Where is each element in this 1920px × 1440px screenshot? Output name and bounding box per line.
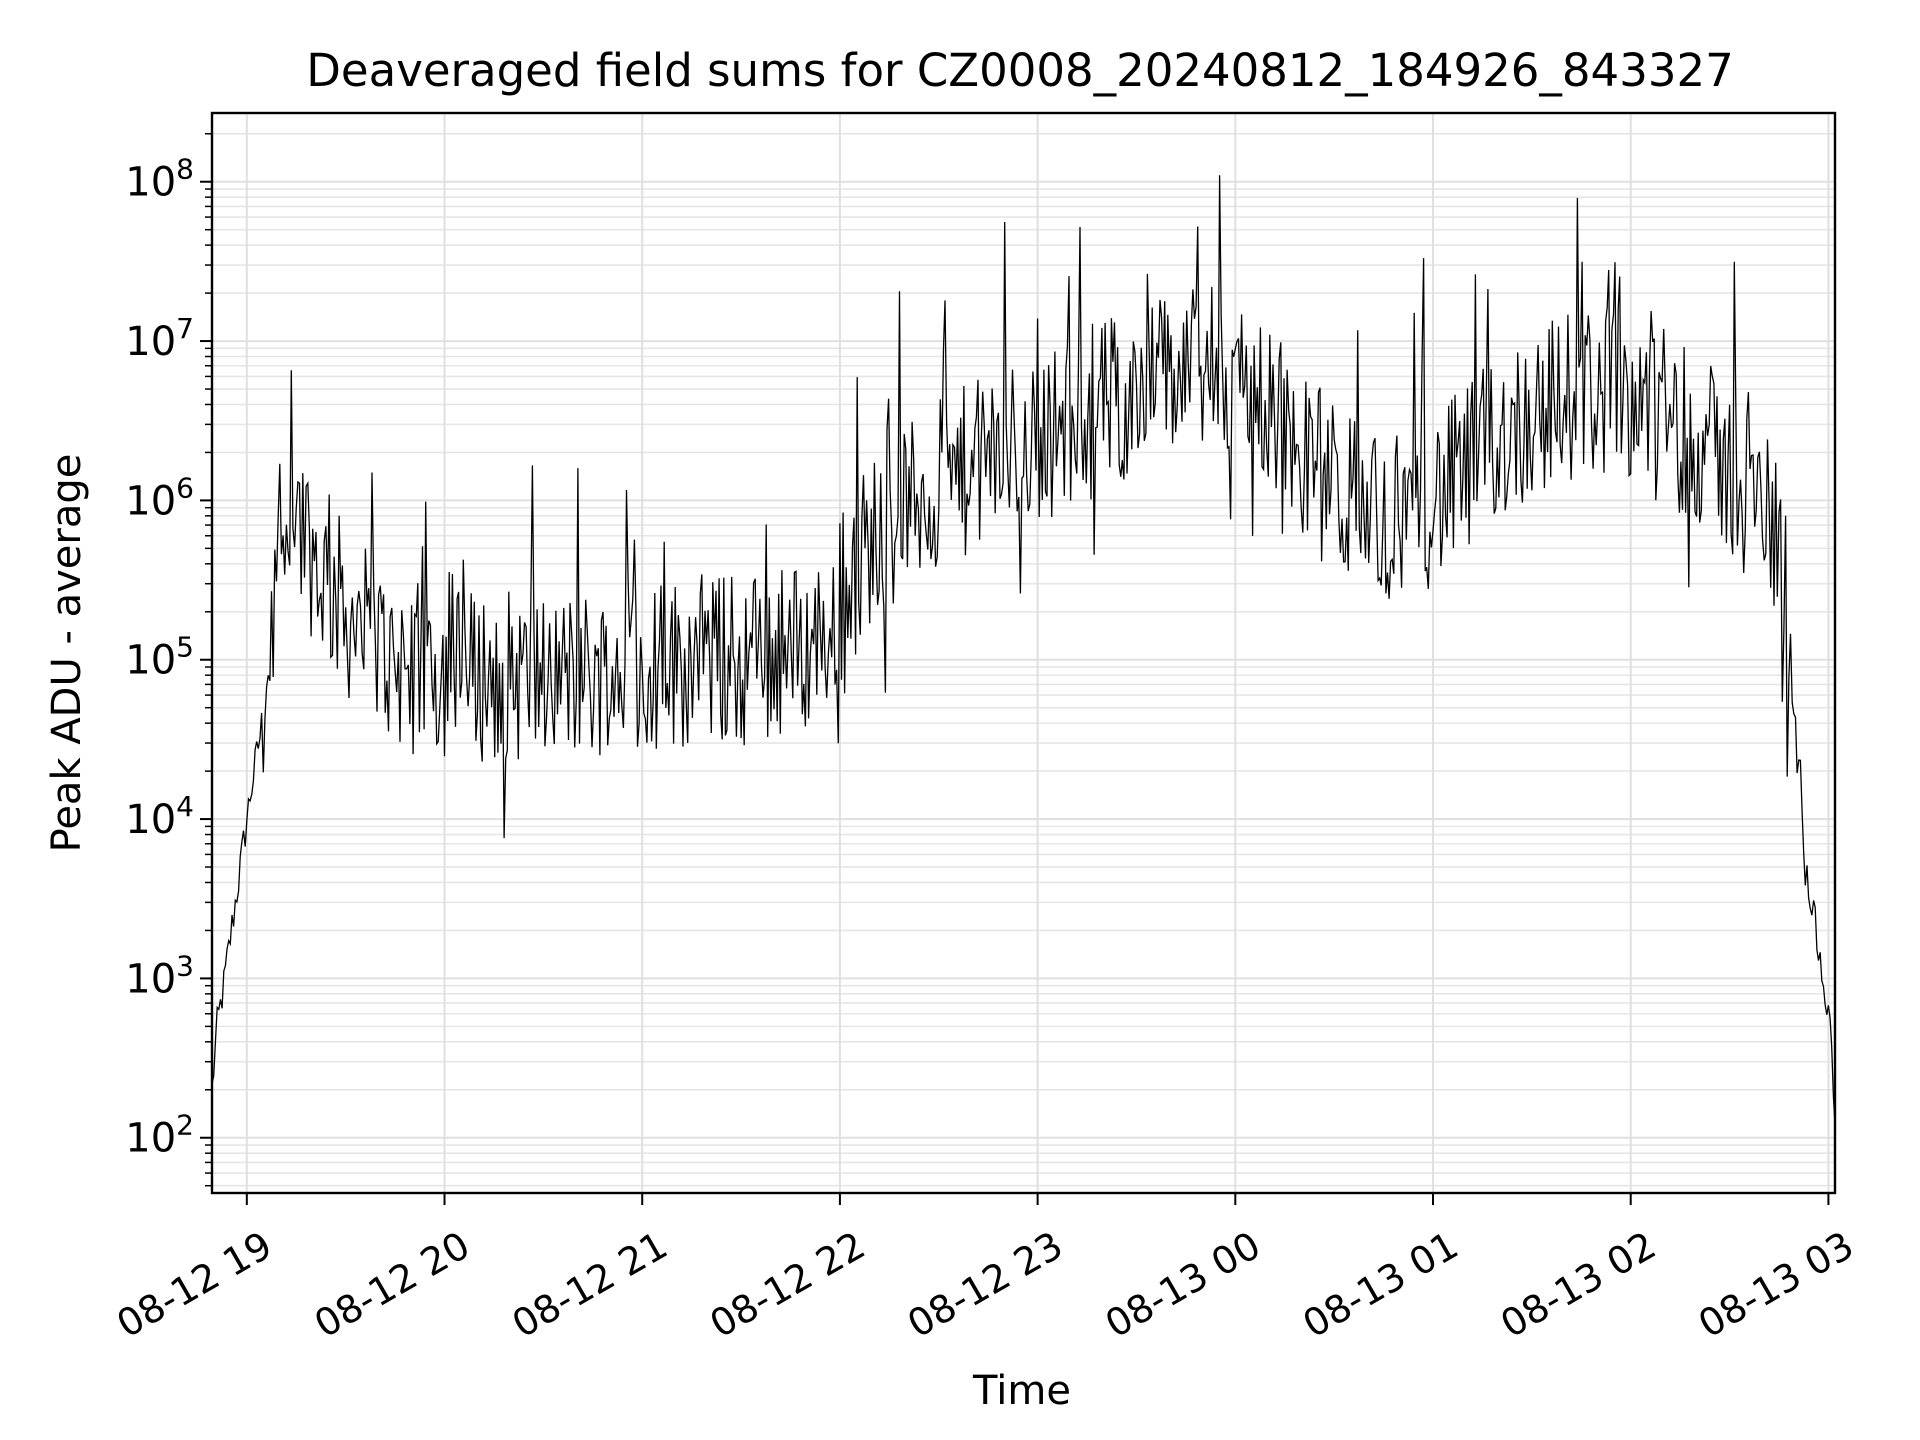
x-tick-label: 08-12 22 [702,1223,872,1347]
x-tick-label: 08-13 02 [1493,1223,1663,1347]
x-tick-label: 08-13 00 [1098,1223,1268,1347]
x-tick-label: 08-13 01 [1296,1223,1466,1347]
grid-lines [212,113,1835,1193]
y-tick-label: 102 [125,1109,194,1162]
y-tick-label: 108 [125,153,194,206]
chart-title: Deaveraged field sums for CZ0008_2024081… [306,44,1733,97]
x-axis: 08-12 19 08-12 20 08-12 21 08-12 22 08-12 23… [109,1193,1861,1346]
y-tick-label: 105 [125,631,194,684]
series-line [211,175,1836,1126]
y-tick-label: 107 [125,312,194,365]
y-axis: 102 103 104 105 106 107 108 [125,133,212,1187]
x-axis-label: Time [972,1368,1071,1414]
plot-frame [210,111,1837,1195]
x-tick-label: 08-13 03 [1691,1223,1861,1347]
y-axis-label: Peak ADU - average [44,454,90,853]
y-tick-label: 104 [125,790,194,843]
y-tick-label: 103 [125,949,194,1002]
x-tick-label: 08-12 23 [900,1223,1070,1347]
x-tick-label: 08-12 21 [505,1223,675,1347]
y-tick-label: 106 [125,471,194,524]
x-tick-label: 08-12 20 [307,1223,477,1347]
x-tick-label: 08-12 19 [109,1223,279,1347]
data-line [211,175,1836,1126]
